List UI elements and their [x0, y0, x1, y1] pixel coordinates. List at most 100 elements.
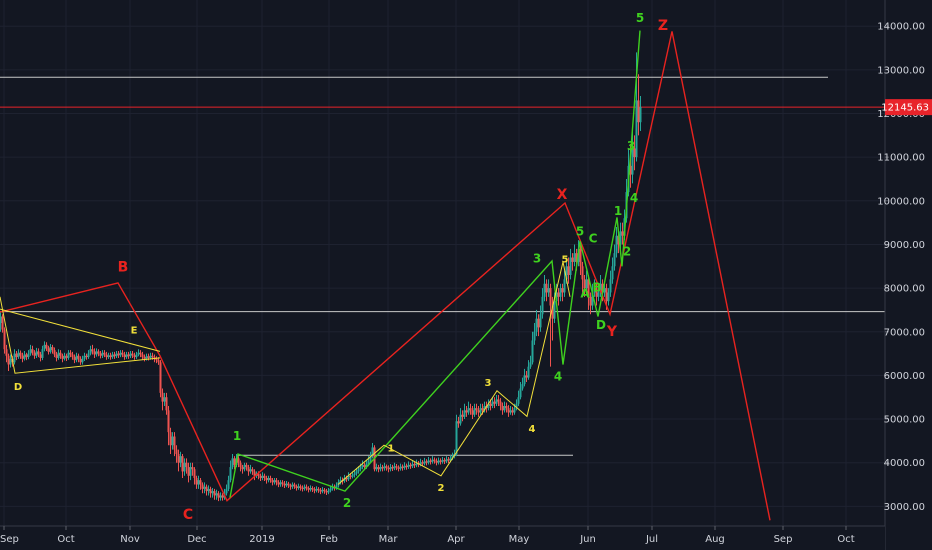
y-tick-label-11: 14000.00: [877, 22, 925, 33]
candle-body-65: [129, 353, 132, 357]
price-axis-background[interactable]: [885, 0, 932, 550]
candle-body-279: [557, 292, 560, 297]
candle-body-119: [237, 458, 240, 463]
candle-body-63: [125, 354, 128, 358]
candle-body-285: [569, 257, 572, 276]
candle-body-66: [131, 353, 134, 356]
candle-body-37: [73, 357, 76, 361]
candle-body-20: [39, 354, 42, 358]
x-tick-label-8: May: [509, 534, 530, 545]
candle-body-318: [635, 100, 638, 158]
candle-body-308: [615, 235, 618, 254]
wave-label-green-C-19: C: [589, 232, 598, 246]
wave-label-red-X-2: X: [557, 187, 568, 203]
candle-body-148: [295, 486, 298, 489]
candle-body-86: [171, 436, 174, 446]
candle-body-61: [121, 352, 124, 355]
candle-body-201: [401, 466, 404, 468]
candle-body-286: [571, 257, 574, 262]
candle-body-53: [105, 354, 108, 358]
candle-body-102: [203, 486, 206, 489]
candle-body-288: [575, 253, 578, 262]
candle-body-320: [639, 106, 642, 123]
candle-body-297: [593, 288, 596, 293]
candle-body-283: [565, 266, 568, 280]
candle-body-217: [433, 459, 436, 461]
candle-body-211: [421, 462, 424, 464]
candle-body-11: [21, 355, 24, 359]
candle-body-117: [233, 458, 236, 465]
candle-body-307: [613, 253, 616, 267]
candle-body-163: [325, 491, 328, 493]
candle-body-139: [277, 482, 280, 485]
grid-lines: [0, 0, 885, 526]
candle-body-316: [631, 148, 634, 175]
x-tick-label-5: Feb: [320, 534, 338, 545]
candle-body-258: [515, 403, 518, 409]
candle-body-116: [231, 458, 234, 468]
candle-body-184: [367, 460, 370, 464]
wave-label-green-A-17: A: [580, 287, 590, 301]
candle-body-7: [13, 353, 16, 363]
time-axis[interactable]: Sep Oct Nov Dec 2019 Feb Mar Apr May Jun Jul Aug Sep…: [0, 526, 855, 545]
candle-body-16: [31, 349, 34, 353]
candle-body-77: [153, 357, 156, 359]
candle-body-30: [59, 352, 62, 356]
candle-body-76: [151, 355, 154, 358]
wave-line-red-0: [0, 31, 771, 521]
candle-body-229: [457, 421, 460, 424]
y-tick-label-8: 11000.00: [877, 153, 925, 164]
time-axis-background[interactable]: [0, 526, 885, 550]
candle-body-142: [283, 483, 286, 486]
candle-body-207: [413, 464, 416, 466]
candle-body-298: [595, 288, 598, 297]
candle-body-68: [135, 354, 138, 358]
candle-body-108: [215, 493, 218, 496]
candle-body-154: [307, 488, 310, 490]
candle-body-275: [549, 288, 552, 306]
candle-body-317: [633, 148, 636, 158]
candle-body-177: [353, 473, 356, 475]
candle-body-56: [111, 354, 114, 358]
candle-body-82: [163, 397, 166, 402]
candle-body-18: [35, 351, 38, 356]
candle-body-200: [399, 466, 402, 469]
candle-body-22: [43, 344, 46, 350]
candle-body-12: [23, 354, 26, 359]
candle-body-124: [247, 467, 250, 472]
candle-body-49: [97, 351, 100, 354]
candle-body-261: [521, 384, 524, 389]
candle-body-247: [493, 401, 496, 404]
candle-body-75: [149, 355, 152, 358]
candle-body-226: [451, 456, 454, 459]
candle-body-303: [605, 288, 608, 302]
candle-body-265: [529, 362, 532, 367]
candle-body-55: [109, 355, 112, 358]
wave-line-yellow-4: [337, 261, 571, 485]
candle-body-260: [519, 388, 522, 398]
candle-body-304: [607, 292, 610, 302]
candle-body-165: [329, 488, 332, 491]
x-tick-label-7: Apr: [447, 534, 465, 545]
candle-body-182: [363, 464, 366, 468]
candle-body-215: [429, 460, 432, 462]
candle-body-259: [517, 397, 520, 404]
candle-body-143: [285, 483, 288, 486]
candle-body-3: [5, 349, 8, 356]
candle-body-174: [347, 475, 350, 480]
candle-body-302: [603, 288, 606, 293]
candle-body-135: [269, 477, 272, 481]
wave-label-red-C-1: C: [183, 507, 193, 523]
candle-body-266: [531, 340, 534, 363]
candle-body-100: [199, 480, 202, 485]
candle-body-136: [271, 480, 274, 483]
candle-body-254: [507, 408, 510, 413]
candle-body-123: [245, 464, 248, 468]
candle-body-60: [119, 352, 122, 356]
candle-body-159: [317, 488, 320, 491]
candle-body-245: [489, 403, 492, 406]
candle-body-214: [427, 460, 430, 463]
candle-body-42: [83, 355, 86, 359]
candle-body-31: [61, 355, 64, 359]
